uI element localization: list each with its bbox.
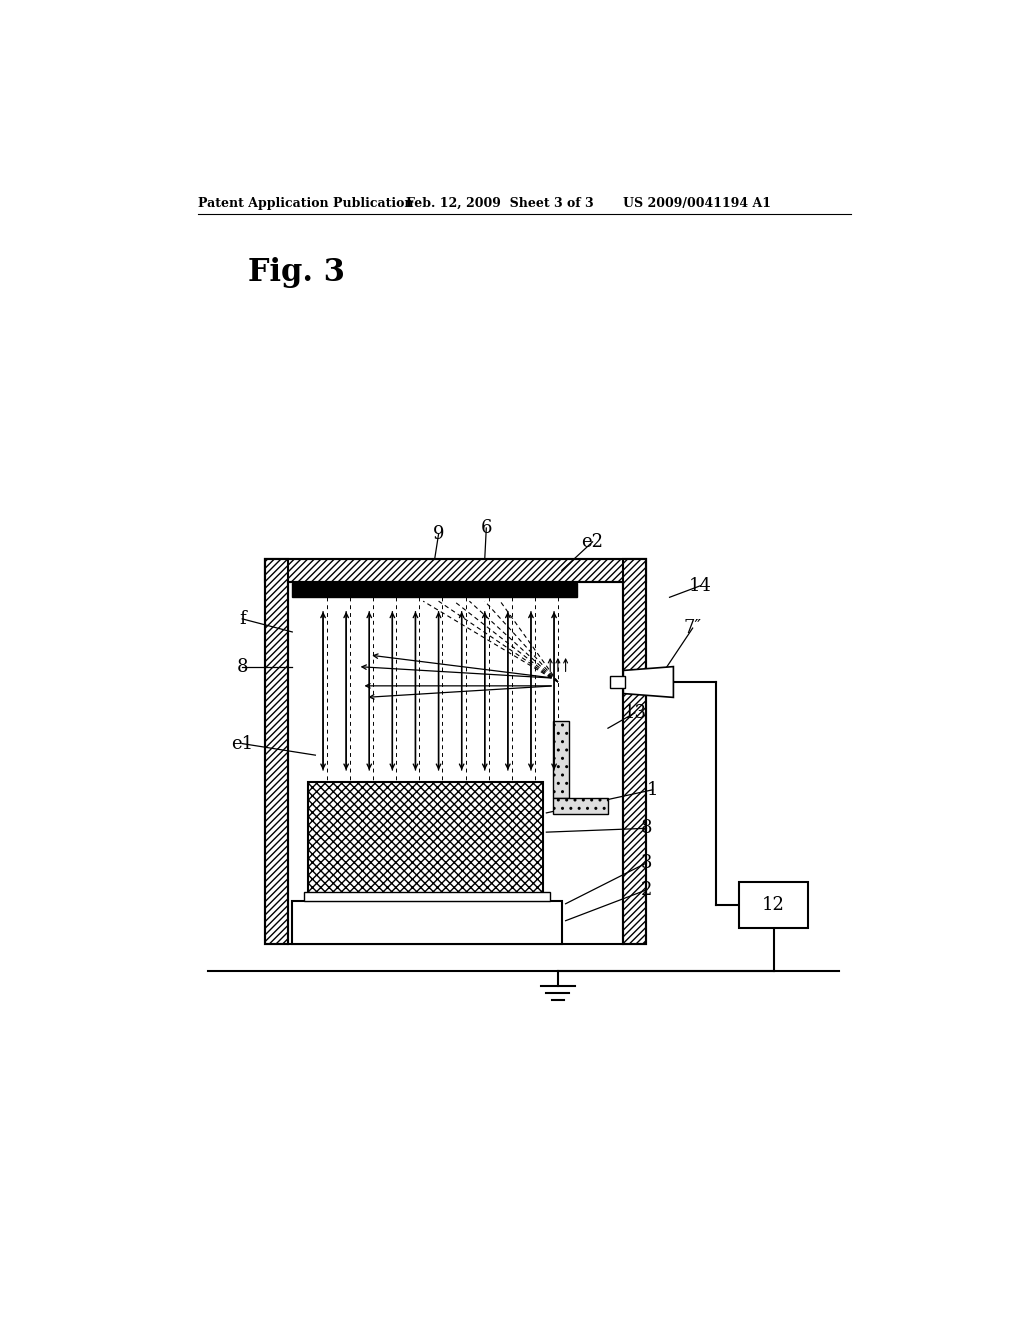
Bar [553, 797, 608, 814]
Text: 7″: 7″ [684, 619, 701, 638]
Bar [304, 892, 550, 902]
Bar [292, 583, 578, 597]
Bar [609, 676, 625, 688]
Text: 8: 8 [641, 820, 652, 837]
Text: 12: 12 [762, 896, 785, 915]
Text: e2: e2 [582, 533, 603, 550]
Bar [292, 902, 562, 944]
Bar [307, 781, 543, 902]
Bar [624, 558, 646, 944]
Text: Fig. 3: Fig. 3 [248, 257, 345, 288]
Bar [265, 558, 289, 944]
Bar [265, 558, 646, 944]
Bar [739, 882, 808, 928]
Bar [265, 558, 646, 582]
Text: 14: 14 [689, 577, 712, 595]
Text: US 2009/0041194 A1: US 2009/0041194 A1 [624, 197, 771, 210]
Bar [553, 721, 569, 797]
Text: 1: 1 [647, 781, 658, 799]
Text: 2: 2 [641, 880, 652, 899]
Text: 8: 8 [237, 657, 248, 676]
Polygon shape [624, 667, 674, 697]
Text: Feb. 12, 2009  Sheet 3 of 3: Feb. 12, 2009 Sheet 3 of 3 [407, 197, 594, 210]
Text: e1: e1 [231, 735, 253, 752]
Text: Patent Application Publication: Patent Application Publication [199, 197, 414, 210]
Text: 6: 6 [480, 519, 493, 537]
Text: 3: 3 [641, 854, 652, 873]
Text: f: f [239, 610, 246, 628]
Text: 13: 13 [624, 704, 646, 722]
Text: 9: 9 [433, 525, 444, 543]
